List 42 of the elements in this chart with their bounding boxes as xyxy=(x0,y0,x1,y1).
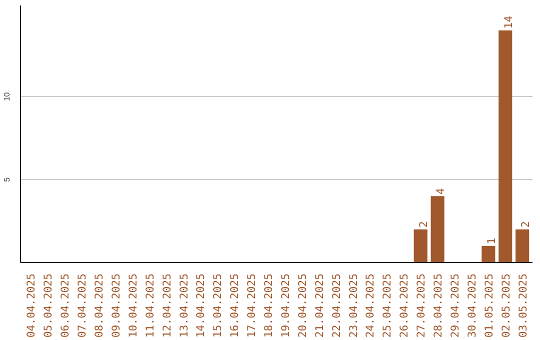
x-tick-label: 08.04.2025 xyxy=(92,274,106,338)
x-tick-label: 13.04.2025 xyxy=(177,274,190,338)
bar xyxy=(516,229,530,262)
data-label: 2 xyxy=(417,221,430,228)
x-tick-label: 05.04.2025 xyxy=(42,274,55,338)
x-tick-label: 02.05.2025 xyxy=(499,274,512,338)
x-tick-label: 11.04.2025 xyxy=(143,274,156,338)
x-tick-label: 25.04.2025 xyxy=(380,274,394,338)
x-tick-label: 14.04.2025 xyxy=(194,274,208,338)
x-tick-label: 20.04.2025 xyxy=(296,274,309,338)
x-tick-label: 26.04.2025 xyxy=(398,274,411,338)
x-tick-label: 04.04.2025 xyxy=(24,274,38,338)
x-tick-label: 06.04.2025 xyxy=(58,274,72,338)
x-tick-label: 22.04.2025 xyxy=(330,274,343,338)
x-tick-label: 27.04.2025 xyxy=(414,274,428,338)
x-tick-label: 01.05.2025 xyxy=(482,274,496,338)
x-tick-label: 17.04.2025 xyxy=(245,274,258,338)
x-tick-label: 24.04.2025 xyxy=(364,274,377,338)
x-tick-label: 29.04.2025 xyxy=(448,274,462,338)
x-tick-label: 23.04.2025 xyxy=(346,274,360,338)
x-tick-label: 03.05.2025 xyxy=(516,274,530,338)
x-tick-label: 30.04.2025 xyxy=(465,274,478,338)
y-tick-label: 5 xyxy=(2,176,12,182)
bar xyxy=(482,246,496,262)
y-tick-label: 10 xyxy=(2,92,12,102)
data-label: 2 xyxy=(518,221,532,228)
x-tick-label: 28.04.2025 xyxy=(432,274,445,338)
x-tick-label: 21.04.2025 xyxy=(312,274,326,338)
x-tick-label: 09.04.2025 xyxy=(109,274,122,338)
bar xyxy=(430,196,444,262)
x-tick-label: 18.04.2025 xyxy=(262,274,276,338)
data-label: 4 xyxy=(434,188,448,195)
data-label: 14 xyxy=(502,16,515,29)
x-tick-label: 12.04.2025 xyxy=(160,274,174,338)
x-tick-label: 10.04.2025 xyxy=(126,274,140,338)
x-tick-label: 07.04.2025 xyxy=(76,274,89,338)
x-tick-label: 16.04.2025 xyxy=(228,274,242,338)
data-label: 1 xyxy=(484,238,498,244)
bar xyxy=(414,229,428,262)
bar xyxy=(498,30,512,262)
x-tick-label: 15.04.2025 xyxy=(211,274,224,338)
x-tick-label: 19.04.2025 xyxy=(278,274,292,338)
